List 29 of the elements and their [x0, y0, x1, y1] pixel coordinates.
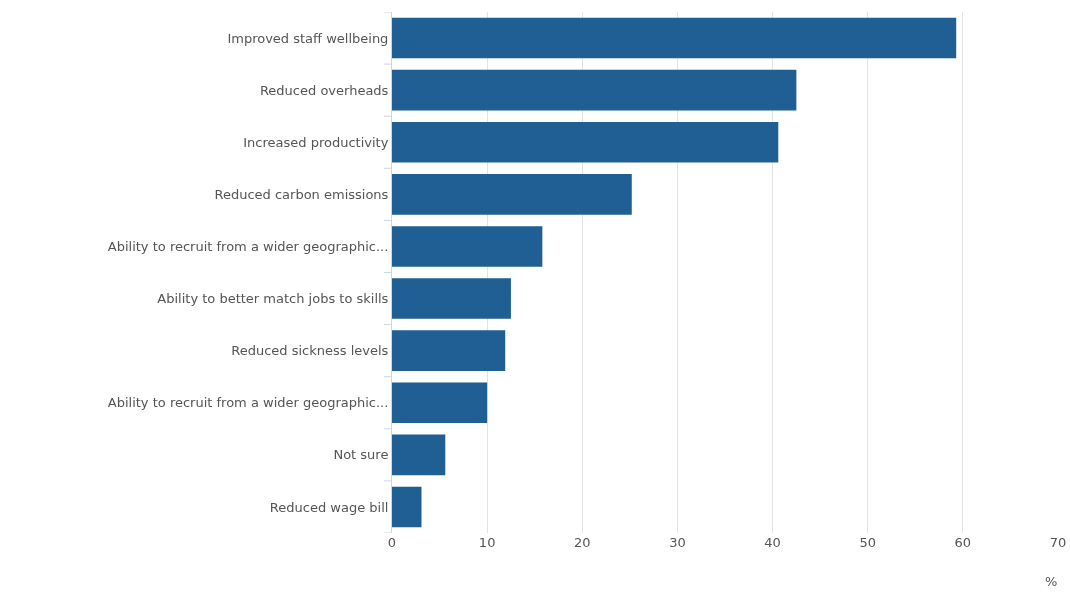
x-tick-label: 0 — [387, 535, 397, 550]
y-tick-label: Reduced carbon emissions — [214, 186, 389, 202]
y-tick-label: Reduced overheads — [259, 82, 389, 98]
x-axis-title: % — [1045, 574, 1058, 589]
x-tick-label: 20 — [574, 535, 591, 550]
bar — [392, 226, 543, 267]
bar — [392, 121, 779, 163]
y-tick-label: Increased productivity — [243, 134, 389, 150]
y-tick-label: Not sure — [333, 447, 389, 463]
y-tick-label: Reduced sickness levels — [231, 343, 389, 359]
y-tick-label: Improved staff wellbeing — [227, 30, 389, 46]
y-tick-label: Ability to recruit from a wider geographic... — [107, 395, 389, 411]
bar — [392, 434, 446, 476]
x-tick-label: 40 — [764, 535, 781, 550]
bar — [392, 174, 632, 215]
y-tick-label: Reduced wage bill — [269, 499, 389, 515]
bar — [392, 278, 511, 319]
bar — [392, 382, 488, 424]
x-tick-label: 30 — [669, 535, 686, 550]
bar — [392, 69, 797, 111]
bar — [392, 330, 506, 371]
y-tick-label: Ability to better match jobs to skills — [157, 291, 389, 307]
x-tick-label: 60 — [954, 535, 972, 550]
y-tick-label: Ability to recruit from a wider geographic... — [107, 239, 389, 254]
x-tick-label: 70 — [1049, 535, 1067, 550]
bar — [392, 486, 422, 528]
x-tick-label: 50 — [859, 535, 876, 550]
bar — [392, 17, 957, 59]
x-tick-label: 10 — [478, 535, 496, 550]
